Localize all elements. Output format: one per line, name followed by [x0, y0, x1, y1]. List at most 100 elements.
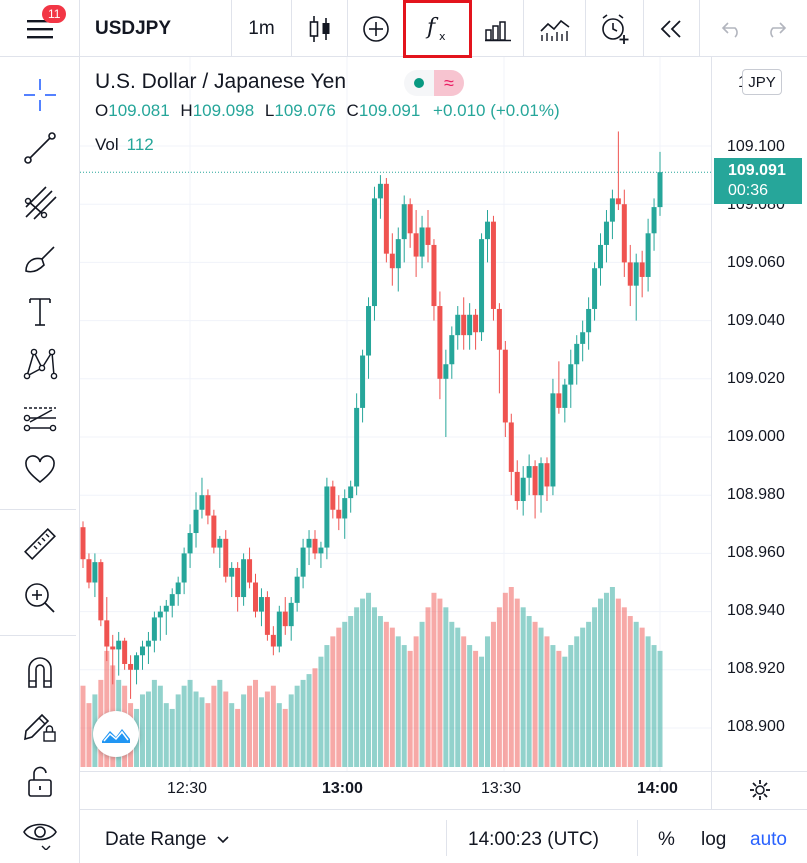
- volume-bar: [342, 621, 348, 767]
- date-range-button[interactable]: Date Range: [105, 829, 230, 851]
- candle-body: [288, 602, 294, 627]
- candle-body: [193, 509, 199, 534]
- volume-bar: [556, 650, 562, 767]
- volume-bar: [306, 674, 312, 767]
- time-tick: 14:00: [637, 780, 678, 797]
- eye-icon: [23, 823, 57, 850]
- svg-text:x: x: [439, 30, 446, 43]
- volume-bar: [651, 645, 657, 767]
- compare-button[interactable]: [348, 0, 404, 57]
- candle-body: [603, 221, 609, 245]
- crosshair-icon: [24, 79, 56, 111]
- magnet-icon: [28, 657, 52, 688]
- volume-bar: [288, 694, 294, 767]
- volume-bar: [235, 708, 241, 767]
- templates-button[interactable]: [524, 0, 586, 57]
- candle-body: [490, 221, 496, 309]
- text-tool[interactable]: [0, 286, 80, 336]
- interval-button[interactable]: 1m: [232, 0, 292, 57]
- candle-body: [300, 547, 306, 577]
- trend-line-icon: [24, 132, 56, 164]
- volume-bar: [139, 694, 145, 767]
- candle-body: [199, 495, 205, 510]
- candle-body: [187, 533, 193, 554]
- brush-tool[interactable]: [0, 234, 80, 284]
- measure-tool[interactable]: [0, 519, 80, 569]
- candle-body: [294, 576, 300, 603]
- hide-drawings-tool[interactable]: [0, 807, 80, 857]
- utc-clock[interactable]: 14:00:23 (UTC): [468, 829, 599, 850]
- candle-body: [479, 239, 485, 333]
- trend-line-tool[interactable]: [0, 123, 80, 173]
- candlestick-chart: [80, 57, 711, 771]
- lock-drawings-tool[interactable]: [0, 700, 80, 750]
- zoom-in-tool[interactable]: [0, 573, 80, 623]
- volume-bar: [473, 650, 479, 767]
- volume-bar: [270, 685, 276, 767]
- volume-bar: [520, 607, 526, 767]
- chart-pane[interactable]: [80, 57, 711, 771]
- lock-tool[interactable]: [0, 757, 80, 807]
- crosshair-tool[interactable]: [0, 70, 80, 120]
- candle-body: [330, 486, 336, 510]
- volume-bar: [490, 621, 496, 767]
- volume-bar: [609, 587, 615, 767]
- volume-bar: [627, 616, 633, 767]
- prediction-tool[interactable]: [0, 393, 80, 443]
- volume-bar: [419, 621, 425, 767]
- menu-button[interactable]: 11: [0, 0, 80, 57]
- pencil-lock-icon: [24, 713, 56, 742]
- volume-bar: [294, 685, 300, 767]
- candle-body: [496, 308, 502, 350]
- candle-body: [621, 204, 627, 263]
- volume-bar: [223, 691, 229, 767]
- candle-body: [181, 553, 187, 583]
- logo-button[interactable]: [93, 711, 139, 757]
- price-tick: 108.940: [727, 602, 785, 619]
- auto-scale-toggle[interactable]: auto: [750, 829, 787, 850]
- volume-bar: [568, 645, 574, 767]
- volume-bar: [383, 621, 389, 767]
- currency-label[interactable]: JPY: [742, 69, 782, 95]
- volume-bar: [264, 691, 270, 767]
- redo-icon[interactable]: [765, 20, 787, 38]
- log-toggle[interactable]: log: [701, 829, 727, 850]
- candle-body: [80, 527, 86, 560]
- volume-bar: [241, 694, 247, 767]
- financials-button[interactable]: [472, 0, 524, 57]
- top-toolbar: 11 USDJPY 1m f x: [0, 0, 807, 58]
- volume-bar: [229, 703, 235, 767]
- candle-body: [235, 567, 241, 598]
- open-label: O: [95, 101, 109, 120]
- indicators-highlight-box: [403, 0, 472, 58]
- candle-body: [110, 646, 116, 650]
- chart-type-button[interactable]: [292, 0, 348, 57]
- candle-body: [139, 646, 145, 656]
- candle-body: [598, 244, 604, 269]
- candle-body: [645, 233, 651, 277]
- price-tick: 109.100: [727, 138, 785, 155]
- volume-bar: [479, 656, 485, 767]
- delayed-data-icon: ≈: [434, 70, 464, 96]
- pattern-tool[interactable]: [0, 339, 80, 389]
- undo-icon[interactable]: [721, 20, 743, 38]
- favorites-tool[interactable]: [0, 445, 80, 495]
- market-status[interactable]: ≈: [404, 70, 464, 96]
- magnet-tool[interactable]: [0, 647, 80, 697]
- fib-tool[interactable]: [0, 178, 80, 228]
- candle-body: [383, 183, 389, 254]
- symbol-search-button[interactable]: USDJPY: [80, 0, 232, 57]
- candle-body: [229, 567, 235, 577]
- percent-toggle[interactable]: %: [658, 829, 675, 850]
- alert-button[interactable]: [586, 0, 644, 57]
- candle-body: [568, 364, 574, 385]
- candle-body: [342, 498, 348, 519]
- candle-body: [122, 640, 128, 664]
- price-axis[interactable]: [711, 57, 807, 771]
- volume-bar: [211, 685, 217, 767]
- replay-button[interactable]: [644, 0, 700, 57]
- time-axis[interactable]: [80, 771, 807, 809]
- chart-settings-button[interactable]: [711, 771, 807, 809]
- change-value: +0.010 (+0.01%): [433, 101, 560, 120]
- candle-body: [520, 477, 526, 502]
